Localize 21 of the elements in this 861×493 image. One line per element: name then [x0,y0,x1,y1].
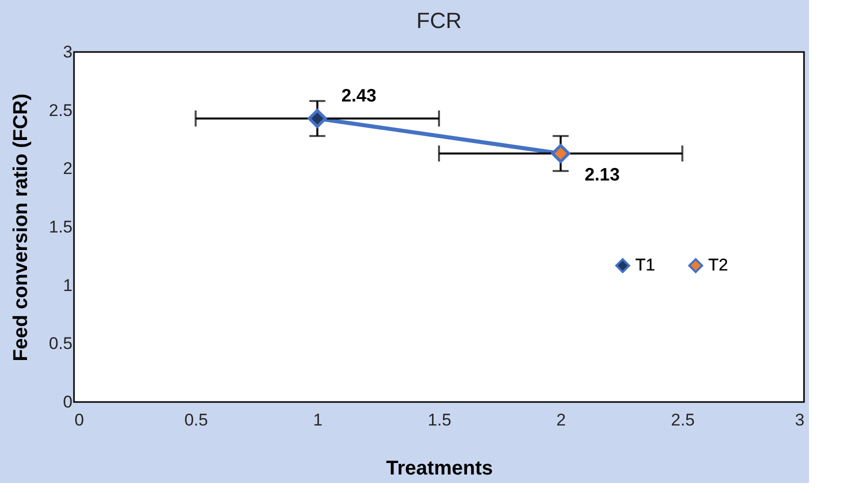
y-tick-label: 0 [63,392,72,412]
x-tick-label: 0 [74,410,84,430]
y-tick-label: 1.5 [48,218,72,236]
data-label: 2.43 [341,86,376,106]
x-axis-title: Treatments [386,458,493,480]
x-tick-label: 1 [313,410,323,430]
y-axis-title: Feed conversion ratio (FCR) [10,94,32,362]
chart-title: FCR [416,8,462,33]
y-tick-label: 1 [63,276,72,295]
legend-label: T2 [708,256,728,275]
x-tick-label: 2.5 [671,410,695,430]
y-tick-label: 3 [63,42,72,62]
y-tick-label: 2 [63,159,72,178]
legend-label: T1 [635,256,656,275]
x-tick-label: 3 [795,410,804,430]
x-tick-label: 0.5 [184,410,208,430]
y-tick-label: 0.5 [48,334,72,354]
x-tick-label: 1.5 [428,410,452,430]
x-tick-label: 2 [556,410,566,430]
y-tick-label: 2.5 [48,100,72,120]
data-label: 2.13 [584,164,620,184]
